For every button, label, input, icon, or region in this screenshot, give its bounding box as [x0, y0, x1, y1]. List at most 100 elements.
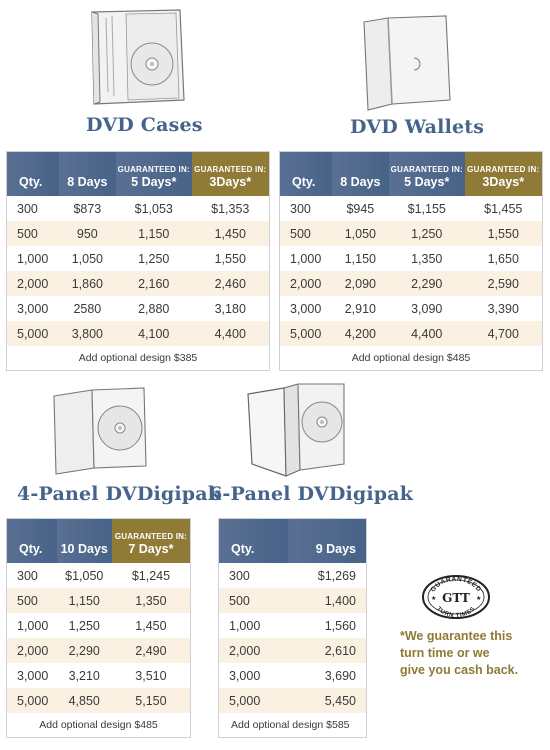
dvd-wallet-image [363, 15, 451, 111]
price-cell: 1,450 [191, 221, 269, 246]
design-option-note: Add optional design $585 [231, 719, 350, 731]
digipak-4-panel-image [53, 387, 147, 475]
guaranteed-label: GUARANTEED IN: [117, 165, 190, 174]
price-cell: 1,150 [115, 221, 192, 246]
price-cell: 1,150 [56, 588, 112, 613]
qty-cell: 2,000 [7, 638, 57, 663]
table-row: 2,000 2,610 [219, 638, 366, 663]
qty-cell: 500 [219, 588, 289, 613]
table-row: 500 1,050 1,250 1,550 [280, 221, 542, 246]
qty-header: Qty. [219, 519, 289, 563]
price-cell: 2,590 [464, 271, 542, 296]
guaranteed-3-days-header: GUARANTEED IN: 3Days* [191, 152, 269, 196]
guaranteed-label: GUARANTEED IN: [194, 165, 267, 174]
guaranteed-days: 3Days* [482, 175, 525, 189]
guaranteed-3-days-header: GUARANTEED IN: 3Days* [464, 152, 542, 196]
price-cell: 4,200 [331, 321, 389, 346]
table-row: 2,000 2,290 2,490 [7, 638, 190, 663]
price-cell: 2580 [73, 301, 102, 316]
qty-cell: 3,000 [17, 668, 49, 683]
table-row: 300 $873 $1,053 $1,353 [7, 196, 269, 221]
qty-cell: 3,000 [229, 668, 261, 683]
qty-cell: 500 [280, 221, 332, 246]
dvd-case-image [91, 9, 185, 105]
price-cell: 2,460 [191, 271, 269, 296]
dvd-wallets-price-table: Qty. 8 Days GUARANTEED IN: 5 Days* GUARA… [279, 151, 543, 371]
qty-cell: 1,000 [229, 618, 261, 633]
price-cell: $1,269 [317, 568, 356, 583]
price-cell: 950 [58, 221, 116, 246]
price-cell: $1,053 [134, 201, 173, 216]
price-cell: 1,450 [135, 618, 167, 633]
guaranteed-turn-times-badge-icon: GUARANTEED GTT TURN TIMES ★ ★ [422, 575, 490, 619]
table-row: 5,000 3,800 4,100 4,400 [7, 321, 269, 346]
dvd-cases-price-table: Qty. 8 Days GUARANTEED IN: 5 Days* GUARA… [6, 151, 270, 371]
qty-cell: 300 [229, 568, 250, 583]
qty-cell: 1,000 [17, 618, 49, 633]
table-row: 500 1,400 [219, 588, 366, 613]
qty-cell: 500 [7, 588, 57, 613]
price-cell: 1,250 [68, 618, 100, 633]
guaranteed-label: GUARANTEED IN: [467, 165, 540, 174]
design-option-note: Add optional design $485 [351, 352, 471, 364]
svg-text:★: ★ [431, 595, 436, 602]
price-cell: 3,090 [411, 301, 443, 316]
price-cell: 1,150 [344, 251, 376, 266]
price-cell: 2,090 [331, 271, 389, 296]
price-cell: 2,490 [111, 638, 190, 663]
table-row: 2,000 2,090 2,290 2,590 [280, 271, 542, 296]
price-cell: 1,250 [388, 221, 465, 246]
table-row: 300 $1,050 $1,245 [7, 563, 190, 588]
qty-cell: 2,000 [219, 638, 289, 663]
qty-cell: 2,000 [7, 271, 59, 296]
price-cell: 1,550 [464, 221, 542, 246]
price-cell: 1,350 [111, 588, 190, 613]
guaranteed-label: GUARANTEED IN: [390, 165, 463, 174]
digipak-6-panel-price-table: Qty. 9 Days 300 $1,269 500 1,400 1,000 1,56… [218, 518, 367, 738]
price-cell: $1,050 [65, 568, 104, 583]
price-cell: 1,560 [324, 618, 356, 633]
price-cell: $873 [73, 201, 102, 216]
qty-cell: 300 [290, 201, 311, 216]
standard-days-header: 8 Days [331, 152, 389, 196]
price-cell: 4,400 [191, 321, 269, 346]
price-cell: 3,210 [68, 668, 100, 683]
price-cell: 4,850 [56, 688, 112, 713]
guaranteed-days: 3Days* [209, 175, 252, 189]
price-cell: 3,690 [324, 668, 356, 683]
qty-cell: 2,000 [280, 271, 332, 296]
table-row: 3,000 3,210 3,510 [7, 663, 190, 688]
price-cell: 2,880 [138, 301, 170, 316]
table-row: 3,000 2580 2,880 3,180 [7, 296, 269, 321]
price-cell: 4,100 [115, 321, 192, 346]
digipak-4-panel-price-table: Qty. 10 Days GUARANTEED IN: 7 Days* 300 $… [6, 518, 191, 738]
qty-header: Qty. [7, 152, 59, 196]
guaranteed-7-days-header: GUARANTEED IN: 7 Days* [111, 519, 190, 563]
price-cell: 1,050 [331, 221, 389, 246]
price-cell: 3,180 [214, 301, 246, 316]
cash-back-guarantee-text: *We guarantee this turn time or we give … [400, 629, 519, 677]
price-cell: 1,050 [71, 251, 103, 266]
price-cell: 2,290 [56, 638, 112, 663]
price-cell: $1,245 [131, 568, 171, 583]
standard-days-header: 8 Days [58, 152, 116, 196]
qty-cell: 5,000 [7, 688, 57, 713]
table-row: 500 1,150 1,350 [7, 588, 190, 613]
price-cell: 5,150 [111, 688, 190, 713]
price-cell: $1,155 [407, 201, 446, 216]
table-row: 5,000 4,200 4,400 4,700 [280, 321, 542, 346]
qty-cell: 300 [17, 568, 38, 583]
qty-cell: 1,000 [290, 251, 322, 266]
table-row: 5,000 5,450 [219, 688, 366, 713]
price-cell: $1,455 [484, 201, 523, 216]
qty-cell: 500 [7, 221, 59, 246]
price-cell: $945 [346, 201, 375, 216]
price-cell: 2,910 [344, 301, 376, 316]
qty-header: Qty. [7, 519, 57, 563]
price-cell: 2,610 [288, 638, 366, 663]
guaranteed-days: 7 Days* [128, 542, 174, 556]
price-cell: 2,290 [388, 271, 465, 296]
price-cell: 3,800 [58, 321, 116, 346]
dvd-cases-title: DVD Cases [86, 114, 203, 136]
table-row: 2,000 1,860 2,160 2,460 [7, 271, 269, 296]
